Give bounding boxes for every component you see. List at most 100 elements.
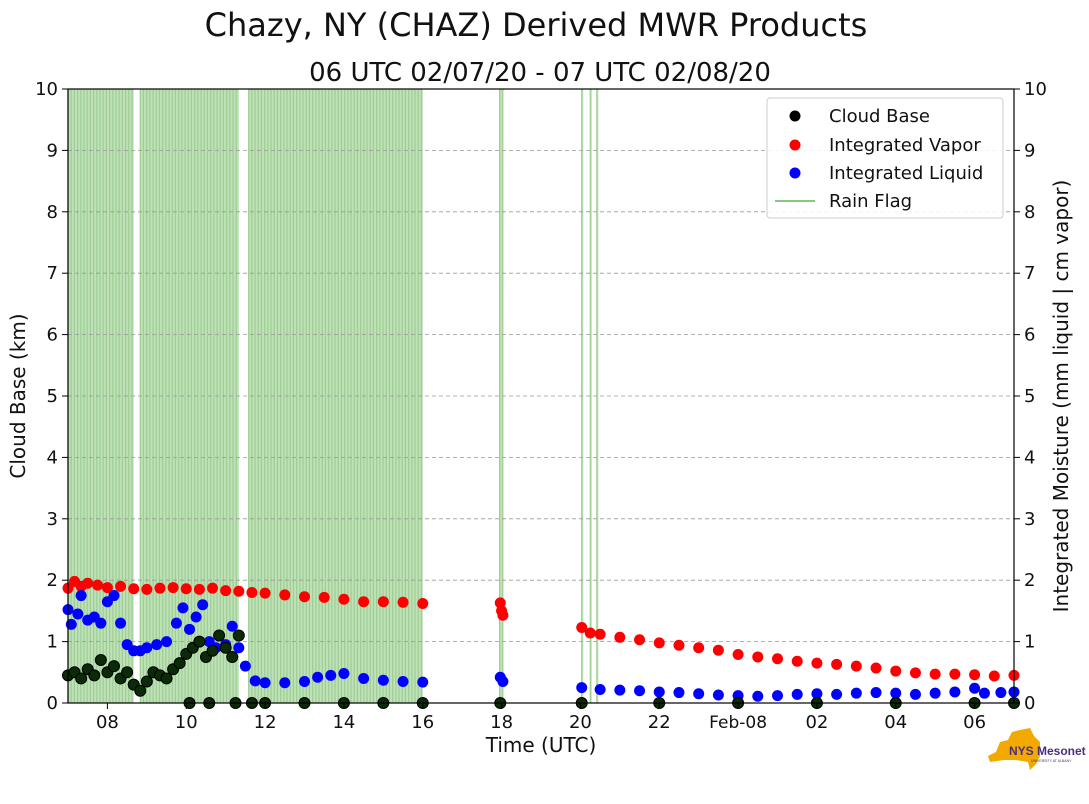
integrated-vapor-point [870, 662, 882, 674]
integrated-liquid-point [576, 682, 588, 694]
cloud-base-point [160, 672, 173, 685]
integrated-vapor-point [154, 582, 166, 594]
integrated-vapor-point [397, 596, 409, 608]
integrated-vapor-point [128, 583, 140, 595]
cloud-base-point [140, 675, 153, 688]
integrated-vapor-point [614, 631, 626, 643]
chart-title: Chazy, NY (CHAZ) Derived MWR Products [205, 6, 868, 44]
y-tick-label-right: 8 [1024, 202, 1035, 223]
integrated-liquid-point [72, 608, 84, 620]
integrated-vapor-point [791, 655, 803, 667]
integrated-liquid-point [929, 687, 941, 699]
integrated-vapor-point [673, 639, 685, 651]
cloud-base-point [213, 629, 226, 642]
integrated-liquid-point [978, 687, 990, 699]
rain-flag-band [499, 89, 503, 703]
integrated-liquid-point [909, 688, 921, 700]
integrated-vapor-point [259, 587, 271, 599]
integrated-liquid-point [693, 688, 705, 700]
y-tick-label-left: 9 [47, 140, 58, 161]
integrated-vapor-point [584, 627, 596, 639]
integrated-liquid-point [161, 636, 173, 648]
integrated-liquid-point [177, 602, 189, 614]
integrated-vapor-point [377, 596, 389, 608]
integrated-vapor-point [969, 669, 981, 681]
y-tick-label-right: 7 [1024, 263, 1035, 284]
y-tick-label-left: 8 [47, 202, 58, 223]
integrated-vapor-point [693, 642, 705, 654]
y-tick-label-right: 6 [1024, 325, 1035, 346]
integrated-liquid-point [239, 660, 251, 672]
integrated-vapor-point [653, 637, 665, 649]
x-tick-label: 14 [332, 712, 355, 733]
cloud-base-point [193, 635, 206, 648]
integrated-vapor-point [752, 651, 764, 663]
integrated-liquid-point [184, 623, 196, 635]
y-tick-label-left: 5 [47, 386, 58, 407]
y-tick-label-right: 4 [1024, 447, 1035, 468]
x-axis-label: Time (UTC) [485, 733, 597, 757]
integrated-vapor-point [318, 591, 330, 603]
cloud-base-point [206, 644, 219, 657]
y-tick-label-right: 9 [1024, 140, 1035, 161]
integrated-liquid-point [594, 683, 606, 695]
axis-layer: 08 10 12 14 16 18 20 22 Feb-08 02 04 060 01 12 23 34 45 5… [35, 79, 1047, 733]
integrated-liquid-point [870, 687, 882, 699]
y-tick-label-left: 7 [47, 263, 58, 284]
integrated-liquid-point [752, 690, 764, 702]
integrated-vapor-point [712, 644, 724, 656]
integrated-liquid-point [226, 620, 238, 632]
integrated-liquid-point [712, 689, 724, 701]
points-layer [62, 575, 1020, 709]
x-tick-label: 04 [884, 712, 907, 733]
x-tick-label: 12 [254, 712, 277, 733]
legend-label-integrated-vapor: Integrated Vapor [829, 135, 981, 156]
integrated-liquid-point [75, 590, 87, 602]
integrated-vapor-point [772, 653, 783, 665]
integrated-vapor-point [246, 586, 258, 598]
integrated-liquid-point [831, 688, 843, 700]
cloud-base-point [226, 650, 239, 663]
integrated-liquid-point [791, 688, 803, 700]
integrated-liquid-point [358, 672, 370, 684]
legend-marker-integrated-liquid [789, 167, 801, 179]
integrated-liquid-point [497, 676, 509, 688]
integrated-vapor-point [82, 577, 94, 589]
integrated-liquid-point [299, 676, 310, 688]
integrated-vapor-point [732, 648, 744, 660]
integrated-vapor-point [594, 628, 606, 640]
ny-state-shape-icon [988, 728, 1040, 770]
integrated-liquid-point [151, 639, 163, 651]
x-tick-label: 02 [805, 712, 828, 733]
integrated-vapor-point [497, 609, 509, 621]
legend: Cloud Base Integrated Vapor Integrated L… [766, 97, 1004, 219]
integrated-liquid-point [325, 669, 337, 681]
integrated-liquid-point [772, 690, 783, 702]
integrated-vapor-point [167, 582, 179, 594]
y-tick-label-right: 5 [1024, 386, 1035, 407]
integrated-liquid-point [197, 599, 209, 611]
x-tick-label: 16 [411, 712, 434, 733]
integrated-liquid-point [249, 675, 261, 687]
integrated-vapor-point [141, 583, 153, 595]
cloud-base-point [75, 672, 88, 685]
integrated-liquid-point [259, 677, 271, 689]
integrated-liquid-point [170, 617, 182, 629]
integrated-vapor-point [233, 585, 245, 597]
rain-flag-band [596, 89, 599, 703]
integrated-vapor-point [576, 621, 588, 633]
integrated-liquid-point [312, 671, 324, 683]
cloud-base-point [232, 629, 245, 642]
y-tick-label-left: 4 [47, 447, 58, 468]
y-tick-label-right: 3 [1024, 509, 1035, 530]
integrated-vapor-point [101, 582, 113, 594]
integrated-vapor-point [988, 670, 1000, 682]
legend-marker-cloud-base [789, 110, 801, 122]
chart-subtitle: 06 UTC 02/07/20 - 07 UTC 02/08/20 [309, 58, 771, 88]
cloud-base-point [107, 660, 120, 673]
cloud-base-point [121, 666, 134, 679]
integrated-liquid-point [190, 611, 202, 623]
y-tick-label-right: 10 [1024, 79, 1047, 100]
y-tick-label-left: 1 [47, 632, 58, 653]
